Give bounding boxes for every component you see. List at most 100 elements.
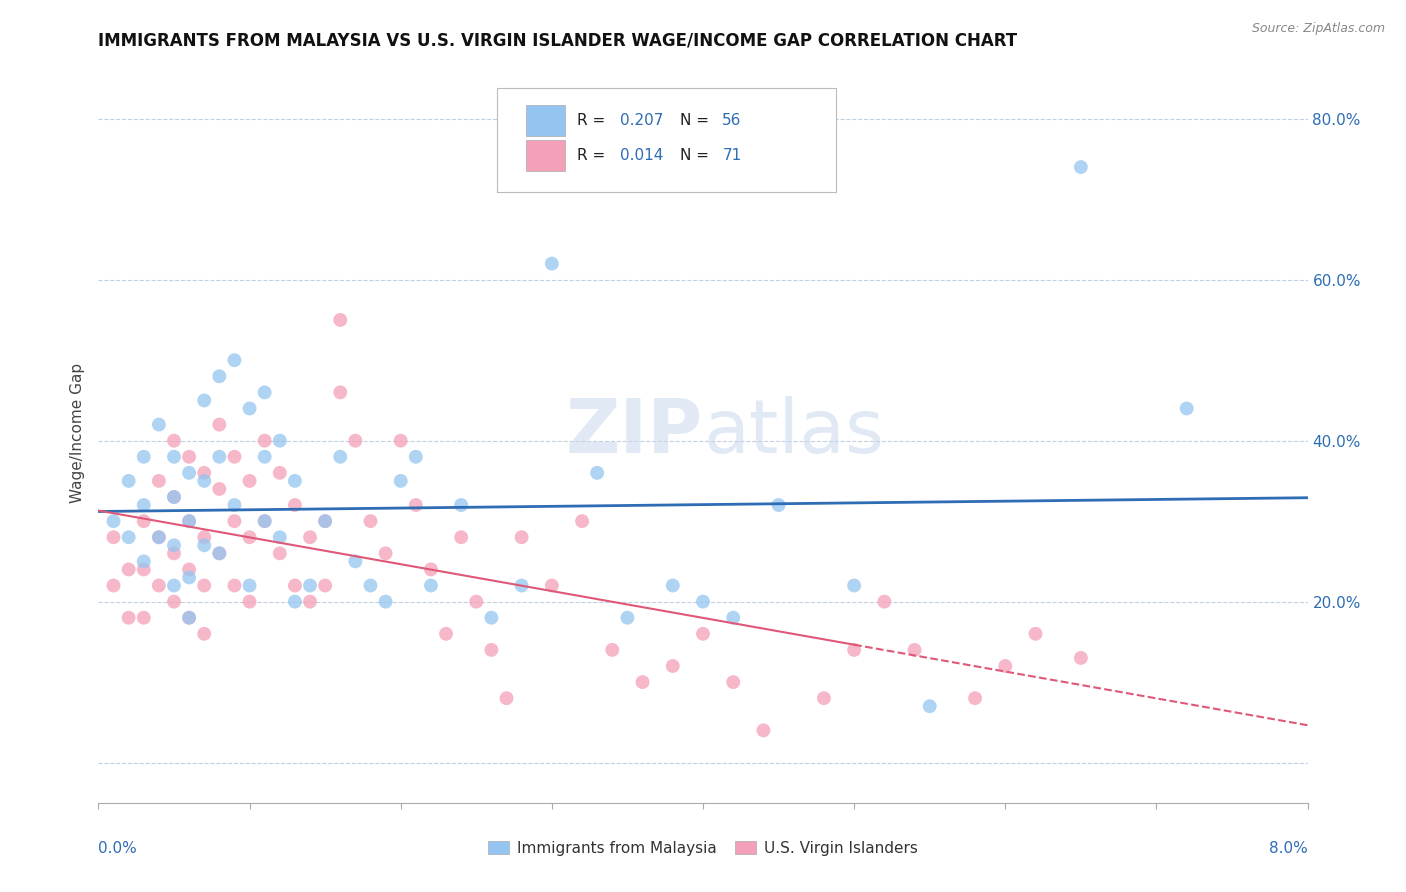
Point [405,450,427,464]
Point [299,530,322,544]
Point [163,546,186,560]
Text: IMMIGRANTS FROM MALAYSIA VS U.S. VIRGIN ISLANDER WAGE/INCOME GAP CORRELATION CHA: IMMIGRANTS FROM MALAYSIA VS U.S. VIRGIN … [98,32,1018,50]
Point [239,578,262,592]
Point [420,562,443,576]
Point [163,490,186,504]
Point [284,498,307,512]
Point [602,643,624,657]
Text: atlas: atlas [703,396,884,469]
Point [193,466,215,480]
Point [389,434,412,448]
Point [253,450,276,464]
Point [179,450,201,464]
Point [269,434,291,448]
Point [103,578,125,592]
Point [299,578,322,592]
Text: 0.0%: 0.0% [98,841,138,856]
Text: Source: ZipAtlas.com: Source: ZipAtlas.com [1251,22,1385,36]
Point [208,450,231,464]
Point [510,530,533,544]
Point [148,578,170,592]
Point [813,691,835,706]
Point [510,578,533,592]
Point [179,466,201,480]
Y-axis label: Wage/Income Gap: Wage/Income Gap [70,362,86,503]
Point [132,450,155,464]
Point [481,610,503,624]
Point [752,723,775,738]
Point [193,578,215,592]
Point [193,538,215,552]
Point [163,594,186,608]
Point [193,530,215,544]
Point [193,627,215,641]
Point [586,466,609,480]
Point [661,578,683,592]
Point [389,474,412,488]
Point [239,530,262,544]
Point [253,385,276,400]
Text: 0.014: 0.014 [620,148,664,163]
Point [994,659,1017,673]
Point [284,578,307,592]
Point [224,498,246,512]
Point [1070,651,1092,665]
Point [103,514,125,528]
Point [965,691,987,706]
Point [344,554,367,568]
Point [918,699,941,714]
Point [269,466,291,480]
Point [103,530,125,544]
Point [420,578,443,592]
Point [723,675,745,690]
Text: ZIP: ZIP [565,396,703,469]
Point [374,546,396,560]
FancyBboxPatch shape [498,88,837,192]
Point [253,434,276,448]
Point [692,627,714,641]
Point [314,514,336,528]
Point [193,393,215,408]
Point [179,514,201,528]
Point [344,434,367,448]
Point [239,474,262,488]
Point [299,594,322,608]
Point [118,530,141,544]
Point [844,643,866,657]
Point [179,610,201,624]
Point [360,514,382,528]
Point [208,417,231,432]
Point [239,401,262,416]
Point [163,578,186,592]
Point [692,594,714,608]
Point [904,643,927,657]
Point [329,450,352,464]
Point [118,474,141,488]
Point [208,546,231,560]
Point [132,554,155,568]
Point [661,659,683,673]
Point [224,353,246,368]
Point [374,594,396,608]
Point [873,594,896,608]
Text: N =: N = [681,113,714,128]
FancyBboxPatch shape [526,105,565,136]
Point [148,530,170,544]
Point [465,594,488,608]
FancyBboxPatch shape [526,140,565,171]
Point [224,578,246,592]
Point [723,610,745,624]
Point [253,514,276,528]
Point [179,562,201,576]
Point [132,562,155,576]
Point [329,385,352,400]
Point [132,514,155,528]
Point [768,498,790,512]
Point [631,675,654,690]
Text: R =: R = [578,148,610,163]
Point [179,570,201,584]
Point [179,514,201,528]
Text: 0.207: 0.207 [620,113,664,128]
Point [481,643,503,657]
Point [450,498,472,512]
